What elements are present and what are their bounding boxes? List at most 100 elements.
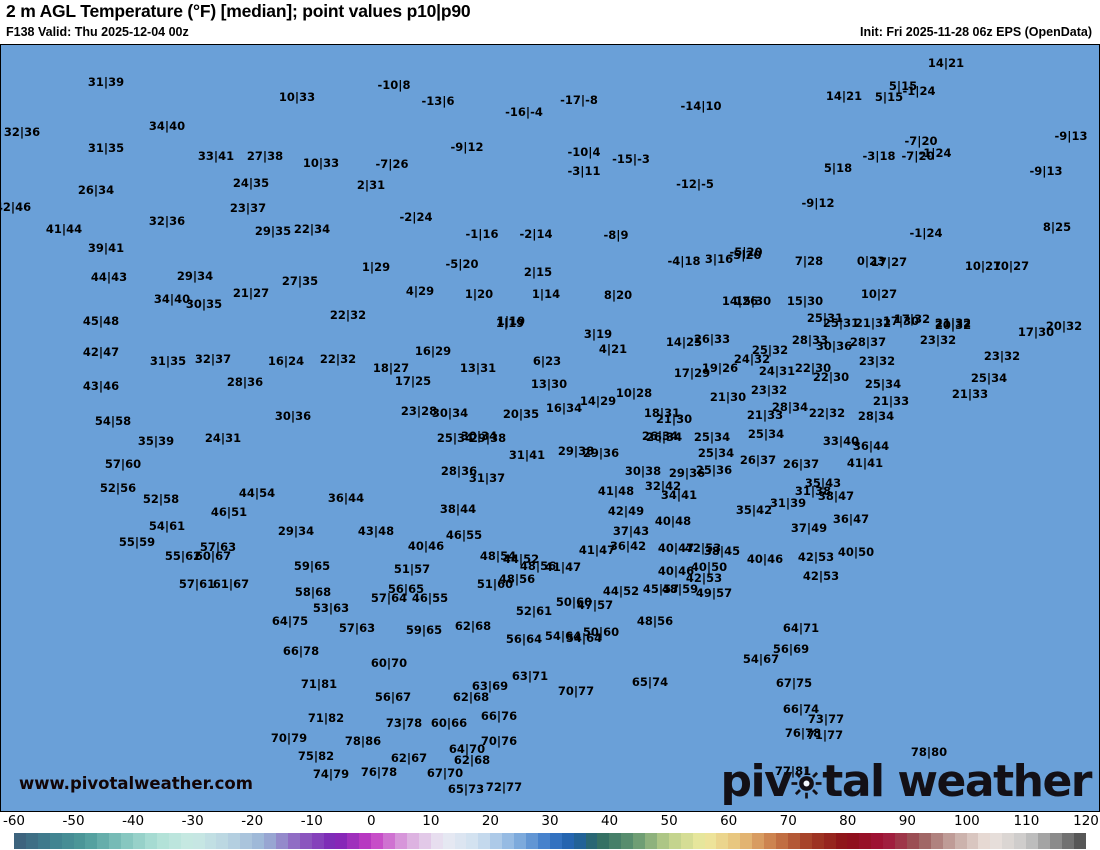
- point-value-label: 28|33: [791, 333, 829, 347]
- colorbar-gradient: [14, 833, 1086, 849]
- point-value-label: 23|32: [858, 354, 896, 368]
- colorbar-swatch: [1061, 833, 1074, 849]
- point-value-label: 35|43: [804, 476, 842, 490]
- point-value-label: 31|41: [508, 448, 546, 462]
- point-value-label: 54|67: [742, 652, 780, 666]
- point-value-label: 19|26: [701, 361, 739, 375]
- point-value-label: 44|52: [502, 552, 540, 566]
- point-value-label: 22|32: [808, 406, 846, 420]
- point-value-label: 26|33: [693, 332, 731, 346]
- colorbar-swatch: [73, 833, 86, 849]
- point-value-label: 25|34: [697, 446, 735, 460]
- point-value-label: 44|54: [238, 486, 276, 500]
- point-value-label: -15|-3: [612, 152, 650, 166]
- colorbar-tick-label: 10: [422, 813, 440, 829]
- colorbar-swatch: [144, 833, 157, 849]
- point-value-label: -3|11: [567, 164, 601, 178]
- point-value-label: 45|48: [82, 314, 120, 328]
- point-value-label: 42|53: [797, 550, 835, 564]
- point-value-label: 16|24: [267, 354, 305, 368]
- point-value-label: 63|69: [471, 679, 509, 693]
- point-value-label: 17|30: [882, 314, 920, 328]
- point-value-label: 28|36: [226, 375, 264, 389]
- point-value-label: 22|30: [812, 370, 850, 384]
- point-value-label: 21|27: [232, 286, 270, 300]
- colorbar-tick-label: 110: [1013, 813, 1040, 829]
- colorbar-swatch: [597, 833, 610, 849]
- colorbar-swatch: [323, 833, 336, 849]
- colorbar-swatch: [97, 833, 110, 849]
- point-value-label: 10|27: [992, 259, 1030, 273]
- colorbar-swatch: [418, 833, 431, 849]
- point-value-label: 42|53: [802, 569, 840, 583]
- point-value-label: -12|-5: [676, 177, 714, 191]
- point-value-label: -7|20: [901, 149, 935, 163]
- point-value-label: 25|34: [970, 371, 1008, 385]
- point-value-label: 48|59: [661, 582, 699, 596]
- colorbar-swatch: [1026, 833, 1038, 849]
- colorbar-swatch: [275, 833, 288, 849]
- point-value-label: 25|34: [864, 377, 902, 391]
- colorbar-swatch: [847, 833, 860, 849]
- point-value-label: 8|20: [603, 288, 633, 302]
- point-value-label: 28|34: [771, 400, 809, 414]
- colorbar-swatch: [264, 833, 276, 849]
- colorbar-swatch: [1049, 833, 1062, 849]
- point-value-label: 26|34: [645, 430, 683, 444]
- point-value-label: 30|35: [185, 297, 223, 311]
- point-value-label: 32|36: [148, 214, 186, 228]
- colorbar-tick-label: 20: [481, 813, 500, 829]
- point-value-label: 22|30: [794, 361, 832, 375]
- point-value-label: 32|42: [644, 479, 682, 493]
- point-value-label: 30|36: [815, 339, 853, 353]
- point-value-label: 71|81: [300, 677, 338, 691]
- point-value-label: 2|15: [523, 265, 553, 279]
- point-value-label: 30|34: [431, 406, 469, 420]
- colorbar-swatch: [692, 833, 705, 849]
- point-value-label: 29|34: [176, 269, 214, 283]
- colorbar-swatch: [1073, 833, 1086, 849]
- point-value-label: 51|57: [393, 562, 431, 576]
- point-value-label: 70|79: [270, 731, 308, 745]
- colorbar-swatch: [990, 833, 1003, 849]
- point-value-label: 36|44: [327, 491, 365, 505]
- point-value-label: 28|34: [857, 409, 895, 423]
- point-value-label: 23|32: [983, 349, 1021, 363]
- colorbar-swatch: [109, 833, 122, 849]
- point-value-label: 18|27: [372, 361, 410, 375]
- point-value-label: 15|30: [734, 294, 772, 308]
- point-value-label: -9|12: [450, 140, 484, 154]
- colorbar-swatch: [347, 833, 360, 849]
- point-value-label: 62|68: [454, 619, 492, 633]
- point-value-label: 38|44: [439, 502, 477, 516]
- point-value-label: -1|24: [902, 84, 936, 98]
- point-value-label: -17|-8: [560, 93, 598, 107]
- colorbar-swatch: [549, 833, 562, 849]
- point-value-label: 71|77: [806, 728, 844, 742]
- point-value-label: 25|34: [747, 427, 785, 441]
- temperature-map[interactable]: 31|39 32|36 31|35 34|40 33|41 27|38 10|33 10|33…: [0, 44, 1100, 812]
- colorbar[interactable]: -60 -50 -40 -30 -20 -10 0 10 20 30 40 50 60 70 80 90 100…: [0, 812, 1100, 850]
- point-value-label: 23|32: [750, 383, 788, 397]
- point-value-label: 24|31: [758, 364, 796, 378]
- point-value-label: 64|71: [782, 621, 820, 635]
- point-value-label: 62|68: [452, 690, 490, 704]
- point-value-label: 17|32: [893, 312, 931, 326]
- point-value-label: -8|9: [603, 228, 629, 242]
- point-value-label: 21|33: [746, 408, 784, 422]
- colorbar-tick-label: 70: [779, 813, 797, 829]
- point-value-label: 70|76: [480, 734, 518, 748]
- colorbar-swatch: [680, 833, 693, 849]
- point-value-label: 1|29: [361, 260, 391, 274]
- point-value-label: 51|60: [476, 577, 514, 591]
- point-value-label: 32|37: [194, 352, 232, 366]
- point-value-label: 54|58: [94, 414, 132, 428]
- point-value-label: 35|39: [137, 434, 175, 448]
- pivotal-weather-watermark: piv tal weather: [721, 756, 1093, 807]
- point-value-label: 41|44: [45, 222, 83, 236]
- point-value-label: 60|70: [370, 656, 408, 670]
- point-value-label: 46|55: [445, 528, 483, 542]
- point-value-label: -13|6: [421, 94, 455, 108]
- point-value-label: 29|36: [582, 446, 620, 460]
